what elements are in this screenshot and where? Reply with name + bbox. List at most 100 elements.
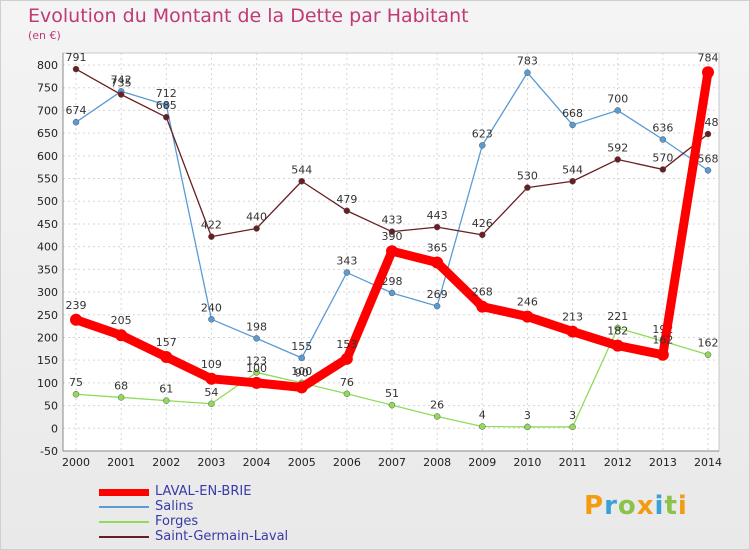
data-point	[704, 167, 712, 174]
data-point	[340, 352, 353, 365]
data-point	[115, 329, 128, 342]
logo-letter: x	[636, 491, 655, 521]
data-point	[253, 225, 260, 232]
data-point	[702, 66, 714, 79]
data-label: 783	[517, 55, 538, 68]
data-label: 246	[517, 296, 538, 309]
x-tick-label: 2009	[468, 456, 496, 469]
data-label: 61	[159, 383, 173, 396]
data-point	[208, 400, 215, 408]
data-point	[388, 401, 396, 409]
data-label: 109	[201, 358, 222, 371]
proxiti-logo: Proxiti	[584, 491, 688, 521]
y-axis-unit: (en €)	[28, 29, 61, 42]
data-label: 422	[201, 219, 222, 232]
data-label: 76	[340, 376, 354, 389]
x-tick-label: 2014	[694, 456, 722, 469]
data-label: 51	[385, 387, 399, 400]
legend-label: Forges	[155, 514, 199, 529]
data-point	[160, 350, 173, 363]
data-label: 75	[69, 376, 83, 389]
data-point	[343, 390, 351, 398]
y-tick-label: 400	[37, 241, 58, 254]
data-point	[433, 302, 441, 310]
line-chart: -50 0 50 100 150 200 250 300 350 400 450 500 550 600 6…	[37, 51, 722, 469]
chart-title: Evolution du Montant de la Dette par Hab…	[28, 5, 469, 27]
y-tick-label: 700	[37, 104, 58, 117]
data-label: 791	[66, 51, 87, 64]
data-point	[70, 313, 82, 326]
data-label: 198	[246, 320, 267, 333]
data-label: 479	[336, 193, 357, 206]
x-tick-label: 2012	[604, 456, 632, 469]
data-label: 153	[336, 338, 357, 351]
data-point	[659, 166, 667, 173]
x-tick-label: 2008	[423, 456, 451, 469]
y-tick-label: 0	[51, 422, 58, 435]
data-point	[72, 390, 80, 398]
data-point	[117, 394, 125, 401]
x-tick-label: 2013	[649, 456, 677, 469]
data-point	[479, 142, 486, 149]
data-point	[614, 156, 621, 163]
x-tick-label: 2010	[513, 456, 541, 469]
logo-letter: r	[604, 491, 618, 521]
data-label: 162	[698, 337, 719, 350]
logo-letter: P	[584, 491, 605, 521]
y-tick-label: 650	[37, 127, 58, 140]
legend-item: Saint-Germain-Laval	[99, 529, 359, 545]
data-label: 742	[111, 73, 132, 86]
data-label: 426	[472, 217, 493, 230]
x-tick-label: 2007	[378, 456, 406, 469]
x-tick-label: 2002	[152, 456, 180, 469]
logo-letter: o	[617, 491, 637, 521]
data-point	[163, 113, 170, 121]
data-point	[476, 300, 489, 313]
data-point	[479, 423, 486, 430]
y-tick-label: 250	[37, 309, 58, 322]
data-label: 100	[246, 362, 267, 375]
legend-swatch	[99, 489, 149, 496]
data-label: 544	[291, 163, 312, 176]
data-point	[524, 423, 531, 431]
data-point	[521, 310, 534, 323]
data-label: 213	[562, 311, 583, 324]
y-tick-label: 350	[37, 263, 58, 276]
legend-item: Forges	[99, 514, 359, 530]
data-point	[163, 101, 170, 109]
data-point	[343, 207, 351, 215]
x-tick-label: 2006	[333, 456, 361, 469]
x-tick-label: 2011	[559, 456, 587, 469]
data-point	[388, 228, 396, 235]
y-tick-label: 550	[37, 173, 58, 186]
data-label: 544	[562, 163, 583, 176]
data-label: 268	[472, 286, 493, 299]
data-label: 123	[246, 354, 267, 367]
data-label: 712	[156, 87, 177, 100]
data-point	[208, 316, 215, 323]
data-label: 205	[111, 314, 132, 327]
data-point	[569, 178, 576, 185]
logo-letter: t	[664, 491, 678, 521]
data-point	[614, 107, 621, 114]
data-label: 568	[698, 152, 719, 165]
data-label: 162	[652, 334, 673, 347]
y-tick-label: 600	[37, 150, 58, 163]
legend-label: Salins	[155, 499, 194, 514]
legend-label: Saint-Germain-Laval	[155, 529, 289, 544]
legend-item: LAVAL-EN-BRIE	[99, 484, 359, 500]
data-point	[479, 231, 486, 239]
data-label: 365	[427, 242, 448, 255]
data-point	[72, 118, 80, 126]
y-tick-label: 450	[37, 218, 58, 231]
y-tick-label: 150	[37, 354, 58, 367]
data-label: 26	[430, 398, 444, 411]
data-label: 390	[382, 230, 403, 243]
data-point	[386, 245, 398, 258]
data-label: 530	[517, 170, 538, 183]
logo-letter: i	[654, 491, 665, 521]
y-tick-label: 100	[37, 377, 58, 390]
data-point	[163, 397, 170, 404]
data-label: 239	[66, 299, 87, 312]
